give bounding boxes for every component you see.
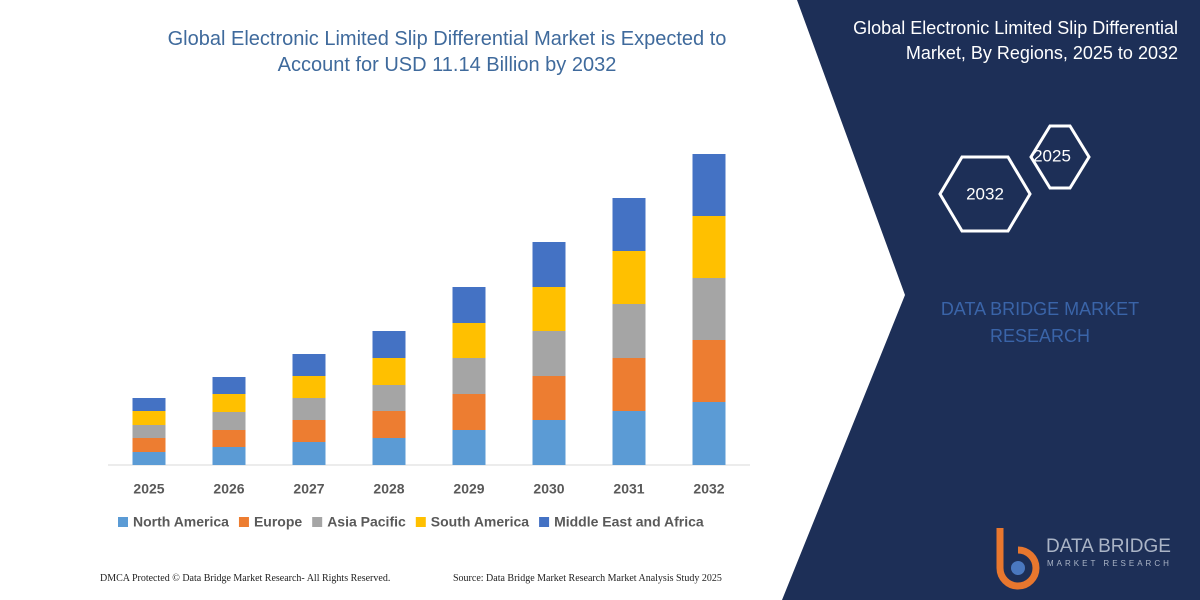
- bar-segment: [372, 438, 406, 465]
- bar-segment: [452, 394, 486, 430]
- bar-segment: [692, 216, 726, 278]
- bar-segment: [212, 430, 246, 447]
- x-tick-label: 2026: [213, 481, 244, 497]
- bar-segment: [132, 452, 166, 465]
- bar-segment: [612, 304, 646, 358]
- bar-segment: [372, 411, 406, 438]
- bar-segment: [212, 394, 246, 412]
- bar-segment: [532, 287, 566, 331]
- x-tick-label: 2027: [293, 481, 324, 497]
- bar-segment: [532, 376, 566, 420]
- bar-segment: [212, 447, 246, 465]
- hex-label: 2032: [966, 184, 1004, 203]
- bar-segment: [532, 331, 566, 376]
- bar-segment: [452, 287, 486, 323]
- legend-swatch: [415, 517, 426, 527]
- hexagon: [1029, 124, 1091, 190]
- legend-swatch: [312, 517, 323, 527]
- legend-swatch: [539, 517, 550, 527]
- bar-segment: [132, 411, 166, 425]
- x-tick-label: 2031: [613, 481, 644, 497]
- footer-right: Source: Data Bridge Market Research Mark…: [453, 573, 722, 584]
- bar-segment: [212, 412, 246, 430]
- bar-segment: [692, 340, 726, 402]
- bar-segment: [132, 438, 166, 452]
- bar-segment: [292, 376, 326, 398]
- bar-segment: [452, 323, 486, 358]
- bar-segment: [292, 398, 326, 420]
- panel-title: Global Electronic Limited Slip Different…: [853, 18, 1178, 63]
- bar-segment: [292, 420, 326, 442]
- logo-tagline: MARKET RESEARCH: [1047, 559, 1172, 568]
- legend-swatch: [118, 517, 128, 527]
- logo-icon: [1011, 561, 1025, 575]
- bar-segment: [132, 398, 166, 411]
- legend-label: North America: [133, 514, 229, 530]
- legend-label: South America: [431, 514, 529, 530]
- bar-segment: [532, 242, 566, 287]
- bar-segment: [612, 251, 646, 304]
- bar-segment: [692, 402, 726, 465]
- bar-segment: [372, 331, 406, 358]
- hex-label: 2025: [1033, 146, 1071, 165]
- legend-swatch: [238, 517, 249, 527]
- side-panel: [782, 0, 1200, 600]
- brand-text: DATA BRIDGE MARKET RESEARCH: [940, 299, 1140, 346]
- footer-left: DMCA Protected © Data Bridge Market Rese…: [100, 573, 391, 584]
- bar-segment: [372, 358, 406, 385]
- hexagon: [938, 155, 1032, 233]
- bar-segment: [212, 377, 246, 394]
- logo-name: DATA BRIDGE: [1046, 536, 1171, 557]
- bar-segment: [452, 430, 486, 465]
- bar-segment: [372, 385, 406, 411]
- bar-segment: [692, 154, 726, 216]
- logo-icon: [996, 528, 1040, 590]
- legend-label: Asia Pacific: [327, 514, 406, 530]
- legend-label: Europe: [254, 514, 302, 530]
- x-tick-label: 2029: [453, 481, 484, 497]
- x-tick-label: 2030: [533, 481, 564, 497]
- bar-segment: [612, 198, 646, 251]
- bar-segment: [452, 358, 486, 394]
- legend-label: Middle East and Africa: [554, 514, 704, 530]
- chart-title: Global Electronic Limited Slip Different…: [167, 28, 727, 76]
- x-tick-label: 2032: [693, 481, 724, 497]
- x-tick-label: 2028: [373, 481, 404, 497]
- bar-segment: [612, 358, 646, 411]
- bar-segment: [532, 420, 566, 465]
- x-tick-label: 2025: [133, 481, 164, 497]
- bar-segment: [132, 425, 166, 438]
- bar-segment: [612, 411, 646, 465]
- bar-segment: [292, 442, 326, 465]
- bar-segment: [692, 278, 726, 340]
- bar-segment: [292, 354, 326, 376]
